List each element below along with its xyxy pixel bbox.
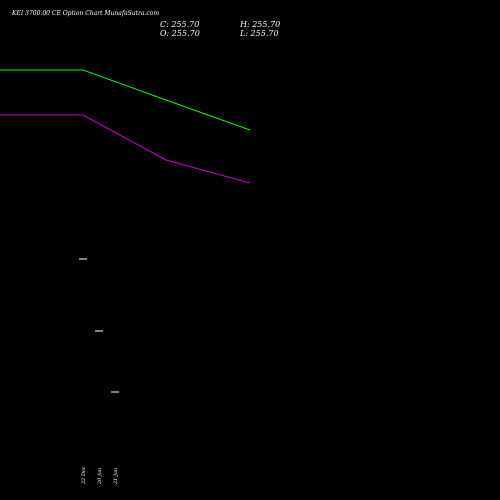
x-axis-ticks: 22 Dec 20 Jan 21 Jan	[81, 466, 119, 485]
x-tick-label: 22 Dec	[81, 466, 87, 485]
series-line-2	[0, 114, 251, 184]
high-readout: H: 255.70	[239, 20, 280, 29]
low-readout: L: 255.70	[239, 29, 279, 38]
x-tick-label: 20 Jan	[97, 468, 103, 485]
series-layer	[0, 69, 251, 184]
open-readout: O: 255.70	[160, 29, 200, 38]
series-line-1	[0, 69, 251, 131]
chart-title: KEI 3700.00 CE Option Chart MunafaSutra.…	[11, 10, 159, 17]
candle-layer	[79, 258, 119, 393]
close-readout: C: 255.70	[160, 20, 199, 29]
x-tick-label: 21 Jan	[113, 468, 119, 485]
